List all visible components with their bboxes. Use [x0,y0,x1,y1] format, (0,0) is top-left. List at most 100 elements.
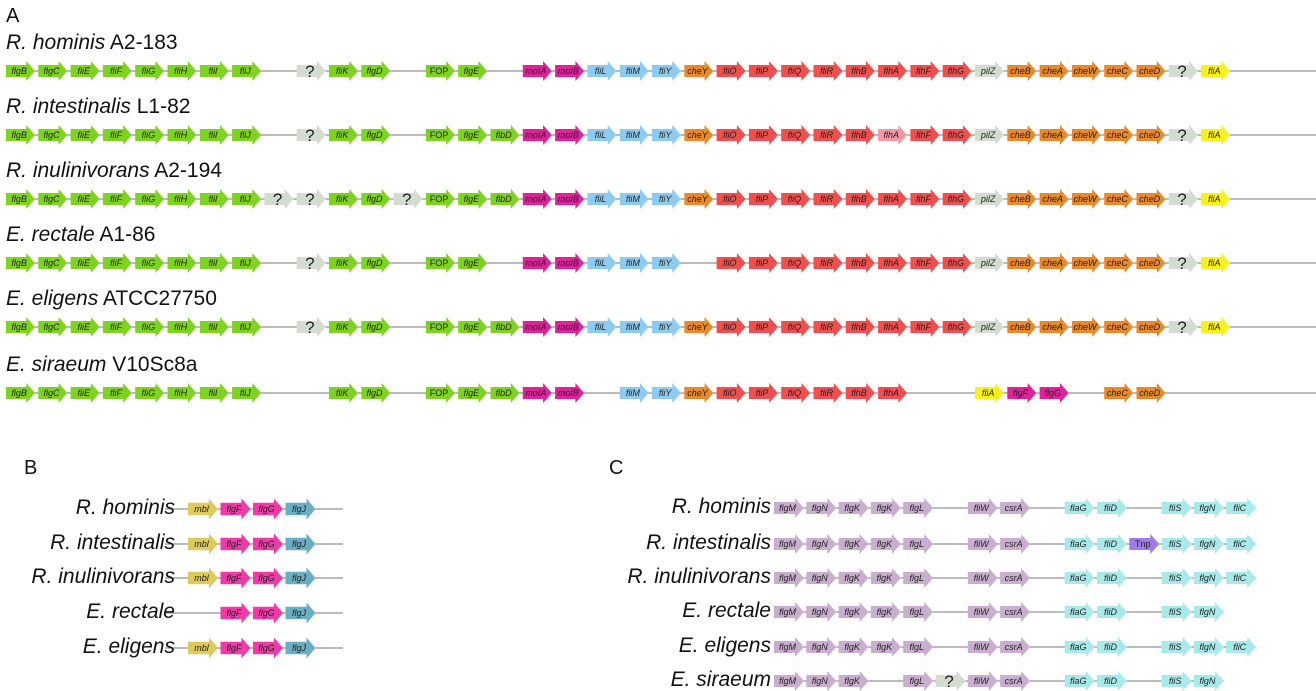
gene-arrow [102,383,132,403]
gene-label: fliS [1169,676,1182,686]
gene-label: flaG [1070,642,1087,652]
gene-arrow [806,602,837,622]
gene: flgB [6,253,35,273]
gene-label: flgN [1199,642,1216,652]
gene: flgM [774,602,804,622]
gene-label: fliJ [240,322,251,332]
gene-arrow [1000,602,1031,622]
gene: motA [522,61,552,81]
gene: fliM [619,189,649,209]
gene-label: flhA [883,258,899,268]
gene-arrow [1201,61,1231,81]
gene-arrow [903,671,934,691]
gene-label: flgN [1199,607,1216,617]
gene-label: fliP [756,322,769,332]
gene-arrow [70,61,100,81]
gene: cheA [1039,253,1069,273]
gene-label: fliO [723,194,737,204]
gene-label: flgK [844,676,861,686]
gene: flhA [878,61,908,81]
gene: fliO [716,125,746,145]
gene-arrow [1201,189,1231,209]
gene-label: ? [1177,254,1186,273]
gene: cheW [1071,61,1101,81]
gene-label: flhG [948,194,965,204]
gene: motB [555,125,585,145]
gene: fliC [1226,568,1257,588]
gene: fliM [619,317,649,337]
gene-arrow [1168,61,1198,81]
gene-label: fliP [756,194,769,204]
gene: csrA [1000,498,1031,518]
gene: fliH [167,253,197,273]
gene-arrow [806,568,837,588]
gene: fliF [102,317,132,337]
gene-label: flgJ [292,504,307,514]
gene-arrow [458,383,488,403]
gene-label: cheD [1139,388,1161,398]
gene: FOP [425,61,455,81]
gene-label: cheY [687,130,709,140]
gene: flgE [458,253,488,273]
gene: flgL [903,637,934,657]
gene: fliL [587,125,617,145]
gene-label: flbD [496,130,513,140]
gene-label: fliK [336,66,349,76]
gene-arrow [6,189,35,209]
gene-arrow [188,498,218,520]
gene-arrow [1000,671,1031,691]
gene: fliD [1097,534,1127,554]
gene-arrow [232,253,262,273]
gene-label: flhB [851,66,867,76]
gene-arrow [199,317,229,337]
gene-arrow [942,125,972,145]
gene: fliH [167,125,197,145]
gene: flgB [6,125,35,145]
gene-label: flhB [851,322,867,332]
gene-label: cheY [687,388,709,398]
gene-arrow [199,253,229,273]
gene-arrow [1071,61,1101,81]
gene-arrow [135,61,165,81]
gene-label: flhA [883,388,899,398]
gene-arrow [1007,125,1037,145]
gene-label: flgF [226,539,242,549]
gene: fliI [199,383,229,403]
gene-label: fliM [626,194,640,204]
gene-label: fliK [336,258,349,268]
gene-arrow [838,637,869,657]
gene-arrow [555,317,585,337]
gene: pilZ [975,189,1004,209]
gene-label: flgN [1199,539,1216,549]
gene: flhG [942,253,972,273]
gene: motB [555,317,585,337]
gene-arrow [1136,383,1166,403]
gene-arrow [1104,317,1134,337]
gene: fliM [619,125,649,145]
gene: cheA [1039,125,1069,145]
gene: flhA [878,125,908,145]
gene-arrow [870,637,901,657]
gene-label: fliA [1208,130,1221,140]
gene-arrow [967,602,998,622]
gene-label: motB [558,258,579,268]
gene-arrow [1064,568,1095,588]
gene-arrow [264,189,294,209]
gene: fliY [652,317,681,337]
gene-arrow [329,253,358,273]
gene: fliW [967,602,998,622]
gene-label: ? [944,672,953,691]
gene: flgF [220,533,251,555]
strain-id: L1-82 [130,95,191,118]
gene-label: flhG [948,322,965,332]
gene-arrow [232,125,262,145]
gene: fliD [1097,602,1127,622]
gene-arrow [903,637,934,657]
gene-label: fliD [1104,503,1117,513]
gene: flgE [458,125,488,145]
gene: cheW [1071,125,1101,145]
gene-arrow [425,383,455,403]
gene-arrow [70,189,100,209]
gene: flhF [910,253,940,273]
strain-id: A2-183 [105,31,178,54]
